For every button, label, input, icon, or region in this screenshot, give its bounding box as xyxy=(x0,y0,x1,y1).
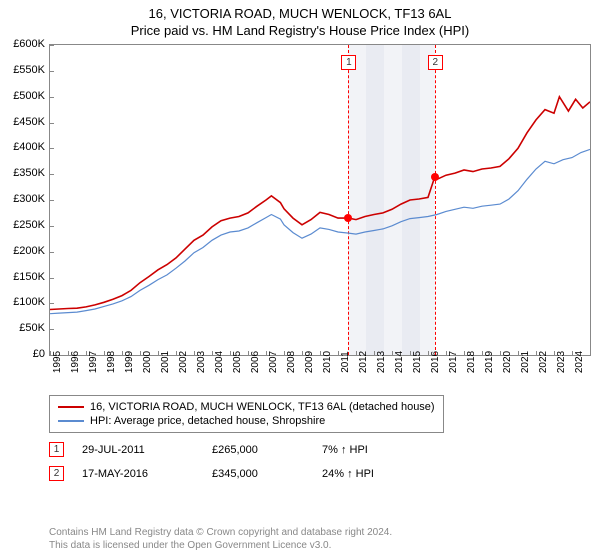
transaction-marker: 2 xyxy=(49,466,64,481)
x-tick-label: 2019 xyxy=(484,351,495,373)
transaction-pct: 24% ↑ HPI xyxy=(322,468,374,480)
legend-swatch xyxy=(58,420,84,422)
y-tick-label: £0 xyxy=(5,348,45,360)
x-tick-label: 1995 xyxy=(52,351,63,373)
y-tick-label: £250K xyxy=(5,219,45,231)
x-tick-label: 2024 xyxy=(574,351,585,373)
x-tick-label: 2018 xyxy=(466,351,477,373)
marker-label: 2 xyxy=(428,55,443,70)
transaction-date: 17-MAY-2016 xyxy=(82,468,212,480)
x-tick-label: 2022 xyxy=(538,351,549,373)
x-tick-label: 2004 xyxy=(214,351,225,373)
x-tick-label: 2000 xyxy=(142,351,153,373)
transaction-price: £265,000 xyxy=(212,444,322,456)
y-tick-label: £600K xyxy=(5,38,45,50)
line-series xyxy=(50,45,590,355)
footer: Contains HM Land Registry data © Crown c… xyxy=(49,526,392,552)
x-tick-label: 2021 xyxy=(520,351,531,373)
y-tick-label: £350K xyxy=(5,167,45,179)
x-tick-label: 1998 xyxy=(106,351,117,373)
transaction-price: £345,000 xyxy=(212,468,322,480)
x-tick-label: 2011 xyxy=(340,351,351,373)
x-tick-label: 2013 xyxy=(376,351,387,373)
y-tick-label: £200K xyxy=(5,245,45,257)
transaction-row: 2 17-MAY-2016£345,00024% ↑ HPI xyxy=(49,466,374,481)
legend-label: 16, VICTORIA ROAD, MUCH WENLOCK, TF13 6A… xyxy=(90,401,435,413)
legend-row: 16, VICTORIA ROAD, MUCH WENLOCK, TF13 6A… xyxy=(58,400,435,414)
x-tick-label: 2001 xyxy=(160,351,171,373)
x-tick-label: 2003 xyxy=(196,351,207,373)
footer-line2: This data is licensed under the Open Gov… xyxy=(49,539,392,552)
chart-subtitle: Price paid vs. HM Land Registry's House … xyxy=(0,21,600,38)
x-tick-label: 2006 xyxy=(250,351,261,373)
legend-swatch xyxy=(58,406,84,408)
x-tick-label: 2014 xyxy=(394,351,405,373)
chart-container: 16, VICTORIA ROAD, MUCH WENLOCK, TF13 6A… xyxy=(0,0,600,560)
footer-line1: Contains HM Land Registry data © Crown c… xyxy=(49,526,392,539)
y-tick-label: £450K xyxy=(5,116,45,128)
plot-area: 12 xyxy=(49,44,591,356)
series-subject xyxy=(50,97,590,310)
transaction-pct: 7% ↑ HPI xyxy=(322,444,368,456)
legend: 16, VICTORIA ROAD, MUCH WENLOCK, TF13 6A… xyxy=(49,395,444,433)
x-tick-label: 2012 xyxy=(358,351,369,373)
marker-label: 1 xyxy=(341,55,356,70)
sale-point xyxy=(431,173,439,181)
transaction-row: 1 29-JUL-2011£265,0007% ↑ HPI xyxy=(49,442,368,457)
transaction-marker: 1 xyxy=(49,442,64,457)
x-tick-label: 1996 xyxy=(70,351,81,373)
legend-row: HPI: Average price, detached house, Shro… xyxy=(58,414,435,428)
sale-point xyxy=(344,214,352,222)
y-tick-label: £550K xyxy=(5,64,45,76)
y-tick-label: £500K xyxy=(5,90,45,102)
transaction-date: 29-JUL-2011 xyxy=(82,444,212,456)
y-tick-label: £300K xyxy=(5,193,45,205)
x-tick-label: 2020 xyxy=(502,351,513,373)
series-hpi xyxy=(50,149,590,313)
x-tick-label: 1997 xyxy=(88,351,99,373)
chart-title: 16, VICTORIA ROAD, MUCH WENLOCK, TF13 6A… xyxy=(0,0,600,21)
y-tick-label: £400K xyxy=(5,141,45,153)
x-tick-label: 2008 xyxy=(286,351,297,373)
x-tick-label: 2002 xyxy=(178,351,189,373)
x-tick-label: 2010 xyxy=(322,351,333,373)
x-tick-label: 2017 xyxy=(448,351,459,373)
y-tick-label: £100K xyxy=(5,296,45,308)
legend-label: HPI: Average price, detached house, Shro… xyxy=(90,415,325,427)
x-tick-label: 2007 xyxy=(268,351,279,373)
x-tick-label: 2015 xyxy=(412,351,423,373)
x-tick-label: 2009 xyxy=(304,351,315,373)
y-tick-label: £50K xyxy=(5,322,45,334)
x-tick-label: 2005 xyxy=(232,351,243,373)
x-tick-label: 2023 xyxy=(556,351,567,373)
x-tick-label: 2016 xyxy=(430,351,441,373)
y-tick-label: £150K xyxy=(5,271,45,283)
x-tick-label: 1999 xyxy=(124,351,135,373)
